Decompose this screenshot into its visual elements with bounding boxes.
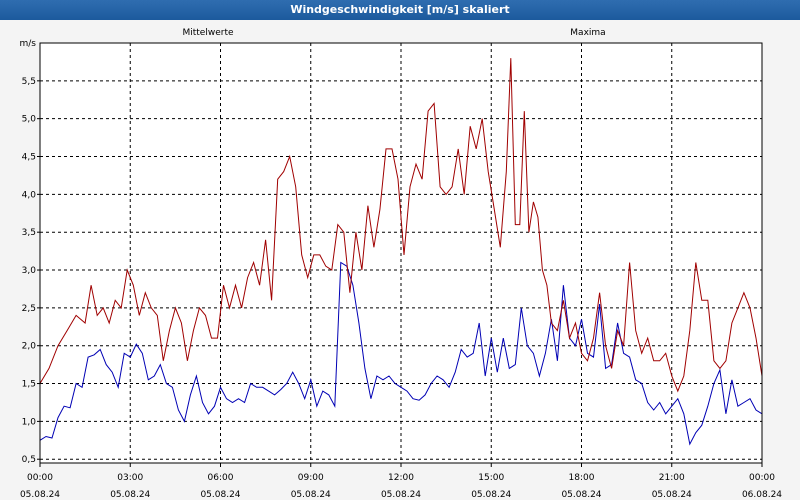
x-tick-time: 15:00 <box>478 473 504 483</box>
series-line-maxima <box>39 58 763 393</box>
series-lines <box>39 58 763 446</box>
y-tick-label: 4,5 <box>22 153 36 163</box>
x-tick-date: 06.08.24 <box>742 490 782 500</box>
axis-labels: 0,5 1,0 1,5 2,0 2,5 3,0 3,5 4,0 4,5 5,0 5,5 00:00 05… <box>20 28 783 500</box>
x-tick-time: 18:00 <box>569 473 595 483</box>
axes <box>37 42 763 467</box>
x-tick-date: 05.08.24 <box>20 490 60 500</box>
grid-lines <box>40 43 762 463</box>
y-tick-label: 1,0 <box>22 417 37 427</box>
y-tick-label: 5,0 <box>22 115 37 125</box>
x-tick-date: 05.08.24 <box>652 490 692 500</box>
x-tick-time: 21:00 <box>659 473 685 483</box>
wind-speed-chart: 0,5 1,0 1,5 2,0 2,5 3,0 3,5 4,0 4,5 5,0 5,5 00:00 05… <box>20 28 783 500</box>
x-tick-time: 12:00 <box>388 473 414 483</box>
x-tick-date: 05.08.24 <box>561 490 601 500</box>
y-tick-label: 1,5 <box>22 380 36 390</box>
y-tick-label: 0,5 <box>22 455 36 465</box>
x-tick-time: 09:00 <box>298 473 324 483</box>
x-tick-date: 05.08.24 <box>200 490 240 500</box>
legend-maxima: Maxima <box>570 28 605 38</box>
x-tick-date: 05.08.24 <box>110 490 150 500</box>
y-tick-label: 4,0 <box>22 190 37 200</box>
x-tick-date: 05.08.24 <box>471 490 511 500</box>
x-tick-date: 05.08.24 <box>381 490 421 500</box>
y-axis-label: m/s <box>20 39 37 49</box>
y-tick-label: 2,5 <box>22 304 36 314</box>
series-line-mittelwerte <box>39 261 763 446</box>
y-tick-label: 5,5 <box>22 77 36 87</box>
x-tick-time: 00:00 <box>27 473 53 483</box>
x-tick-time: 03:00 <box>117 473 143 483</box>
legend-mittelwerte: Mittelwerte <box>182 28 233 38</box>
plot-frame <box>39 42 763 464</box>
y-tick-label: 2,0 <box>22 342 37 352</box>
y-tick-label: 3,0 <box>22 266 37 276</box>
x-tick-date: 05.08.24 <box>291 490 331 500</box>
x-tick-time: 00:00 <box>749 473 775 483</box>
x-tick-time: 06:00 <box>208 473 234 483</box>
window-title: Windgeschwindigkeit [m/s] skaliert <box>0 0 800 20</box>
y-tick-label: 3,5 <box>22 228 36 238</box>
